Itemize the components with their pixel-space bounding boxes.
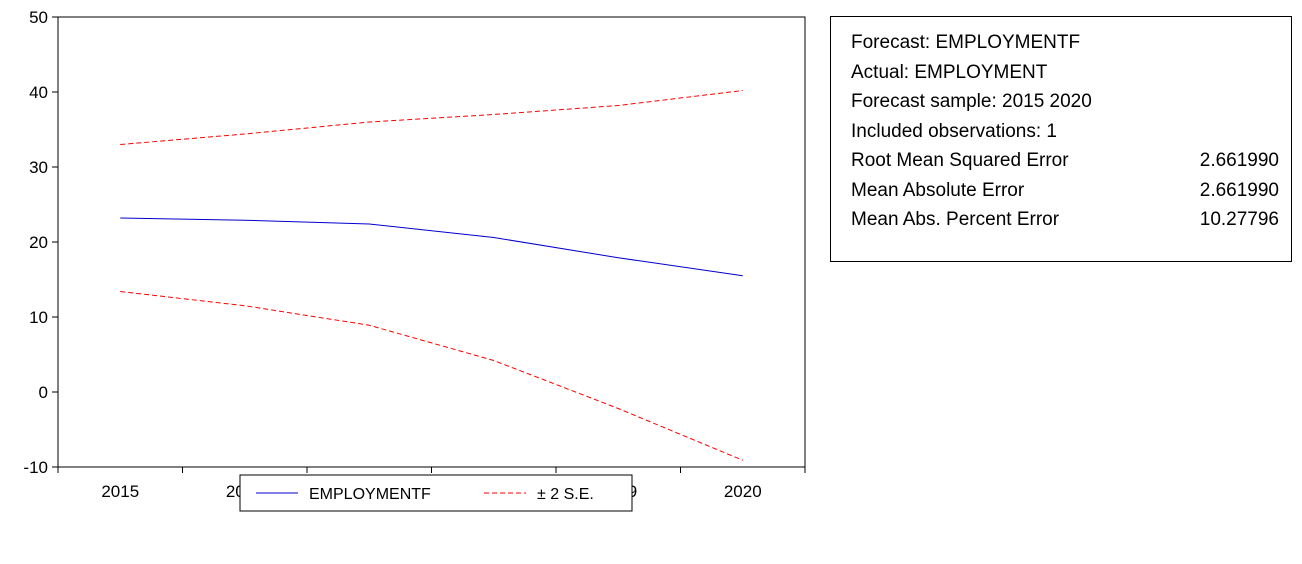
y-tick-label: 20: [29, 233, 48, 252]
series-line-1: [120, 90, 743, 145]
legend-label-forecast: EMPLOYMENTF: [309, 486, 431, 503]
stats-row-rmse: Root Mean Squared Error 2.661990: [851, 146, 1291, 176]
x-tick-label: 2015: [101, 482, 139, 501]
stats-value: 2.661990: [1199, 179, 1279, 201]
stats-label: Root Mean Squared Error: [851, 150, 1069, 171]
stats-actual-name: Actual: EMPLOYMENT: [851, 61, 1048, 83]
stats-row-mape: Mean Abs. Percent Error 10.27796: [851, 205, 1291, 235]
stats-included-observations: Included observations: 1: [851, 120, 1057, 142]
stats-label: Mean Abs. Percent Error: [851, 209, 1060, 230]
y-tick-label: 10: [29, 308, 48, 327]
stats-value: 2.661990: [1199, 150, 1279, 171]
series-lines: [120, 90, 743, 461]
stats-label: Mean Absolute Error: [851, 179, 1025, 201]
y-tick-label: -10: [23, 458, 48, 477]
y-tick-label: 40: [29, 83, 48, 102]
series-line-2: [120, 291, 743, 461]
stats-value: 10.27796: [1199, 209, 1279, 230]
y-axis: -10 0 10 20 30 40 50: [23, 8, 58, 477]
series-line-0: [120, 217, 743, 277]
stats-forecast-sample: Forecast sample: 2015 2020: [851, 91, 1092, 112]
y-tick-label: 50: [29, 8, 48, 27]
legend: EMPLOYMENTF ± 2 S.E.: [239, 474, 633, 512]
legend-box: [239, 474, 633, 512]
y-tick-label: 30: [29, 158, 48, 177]
legend-label-se: ± 2 S.E.: [537, 486, 594, 503]
x-tick-label: 2020: [724, 482, 762, 501]
stats-row-mae: Mean Absolute Error 2.661990: [851, 176, 1291, 206]
forecast-stats-box: Forecast: EMPLOYMENTF Actual: EMPLOYMENT…: [830, 16, 1292, 262]
y-tick-label: 0: [39, 383, 48, 402]
plot-frame: [57, 16, 806, 468]
stats-forecast-name: Forecast: EMPLOYMENTF: [851, 32, 1081, 53]
